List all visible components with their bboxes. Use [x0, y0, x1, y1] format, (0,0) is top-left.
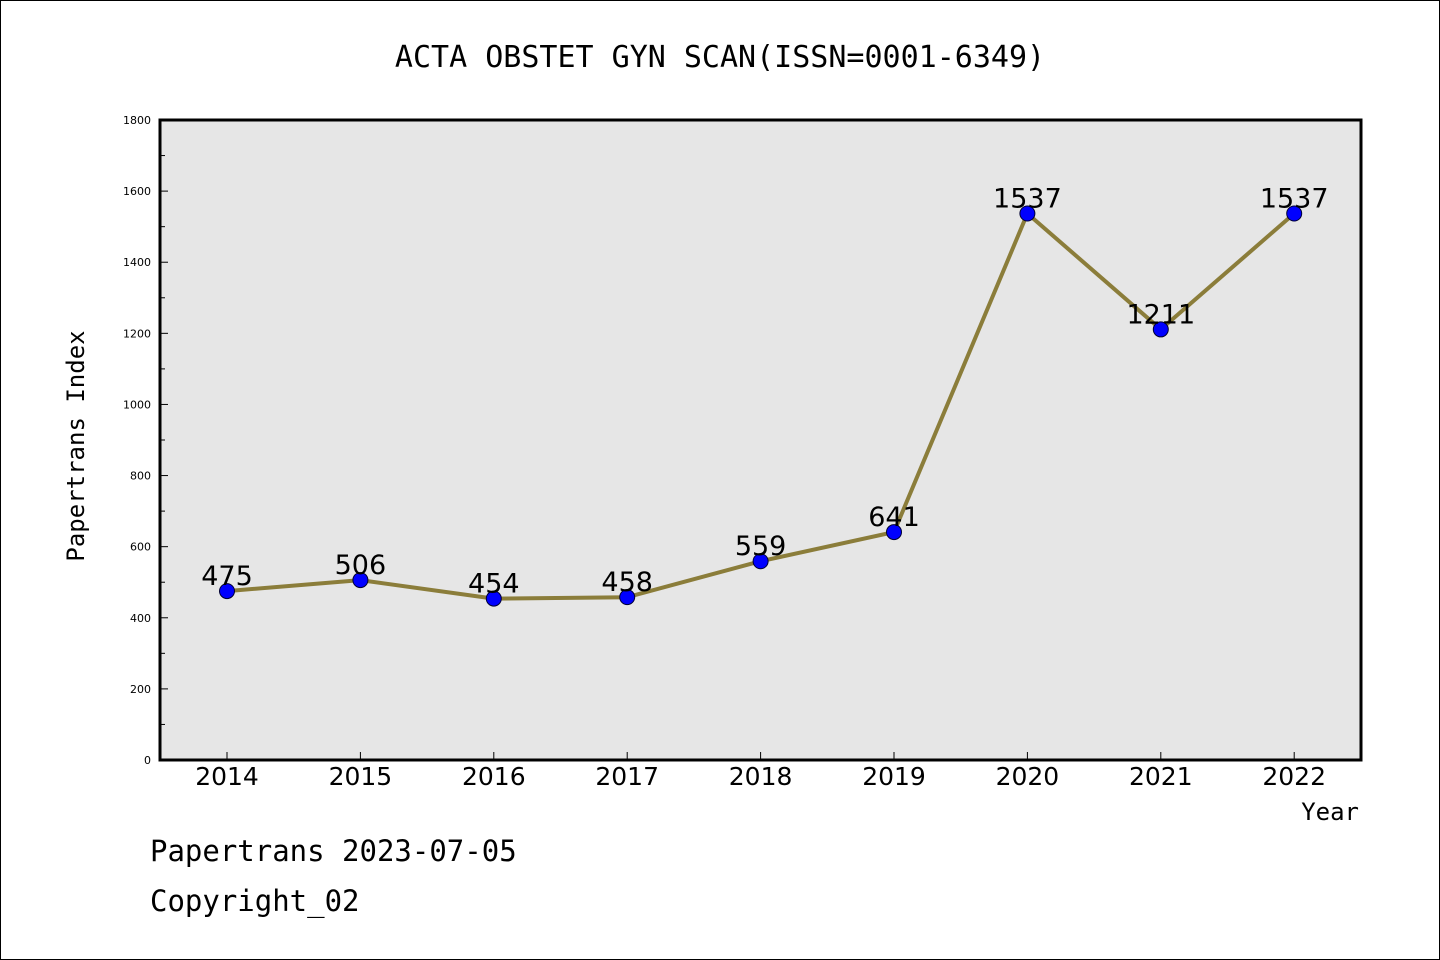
y-tick-label: 400: [130, 612, 151, 625]
data-point-label: 506: [335, 550, 387, 581]
data-point-marker: [1286, 205, 1303, 222]
y-tick-label: 0: [144, 754, 151, 767]
footer-copyright-text: Copyright_02: [150, 884, 360, 918]
x-tick-label: 2019: [862, 762, 926, 791]
y-tick-label: 200: [130, 683, 151, 696]
data-point-marker: [1019, 205, 1036, 222]
plot-area: [160, 120, 1361, 760]
data-point-label: 1211: [1126, 299, 1195, 330]
plot-frame: [158, 118, 1363, 762]
y-tick-label: 1600: [123, 185, 151, 198]
footer-date-text: Papertrans 2023-07-05: [150, 834, 517, 868]
y-tick-label: 1400: [123, 256, 151, 269]
data-point-marker: [752, 553, 769, 570]
chart-title: ACTA OBSTET GYN SCAN(ISSN=0001-6349): [395, 40, 1045, 75]
data-point-marker: [619, 589, 636, 606]
data-point-label: 641: [868, 502, 920, 533]
data-point-label: 475: [201, 561, 253, 592]
x-tick-label: 2016: [462, 762, 526, 791]
y-tick-label: 800: [130, 470, 151, 483]
y-tick-label: 1000: [123, 398, 151, 411]
x-tick-label: 2022: [1262, 762, 1326, 791]
x-tick-label: 2017: [595, 762, 659, 791]
x-tick-label: 2021: [1129, 762, 1193, 791]
data-point-label: 458: [601, 567, 653, 598]
y-tick-label: 1800: [123, 114, 151, 127]
x-tick-label: 2014: [195, 762, 259, 791]
data-point-marker: [219, 583, 235, 600]
x-tick-label: 2020: [996, 762, 1060, 791]
data-point-label: 454: [468, 569, 520, 600]
data-point-marker: [886, 524, 902, 541]
data-point-marker: [485, 590, 502, 607]
y-tick-label: 1200: [123, 327, 151, 340]
data-labels: 475 506 454 458 559 641 1537 1211 1537: [201, 184, 1328, 600]
y-axis-label: Papertrans Index: [62, 330, 90, 561]
x-tick-label: 2015: [329, 762, 393, 791]
data-point-label: 1537: [993, 184, 1062, 215]
x-tick-label: 2018: [729, 762, 793, 791]
x-axis-ticks: 2014 2015 2016 2017 2018 2019 2020 2021 2022: [195, 752, 1326, 791]
data-point-marker: [1152, 321, 1169, 338]
data-markers: [219, 205, 1303, 607]
data-point-label: 559: [735, 531, 787, 562]
y-tick-label: 600: [130, 541, 151, 554]
data-point-marker: [352, 572, 369, 589]
x-axis-label: Year: [1301, 798, 1359, 826]
data-point-label: 1537: [1260, 184, 1329, 215]
y-axis-ticks: 0 200 400 600 800 1000 1200 1400 1600 1800: [123, 114, 168, 767]
